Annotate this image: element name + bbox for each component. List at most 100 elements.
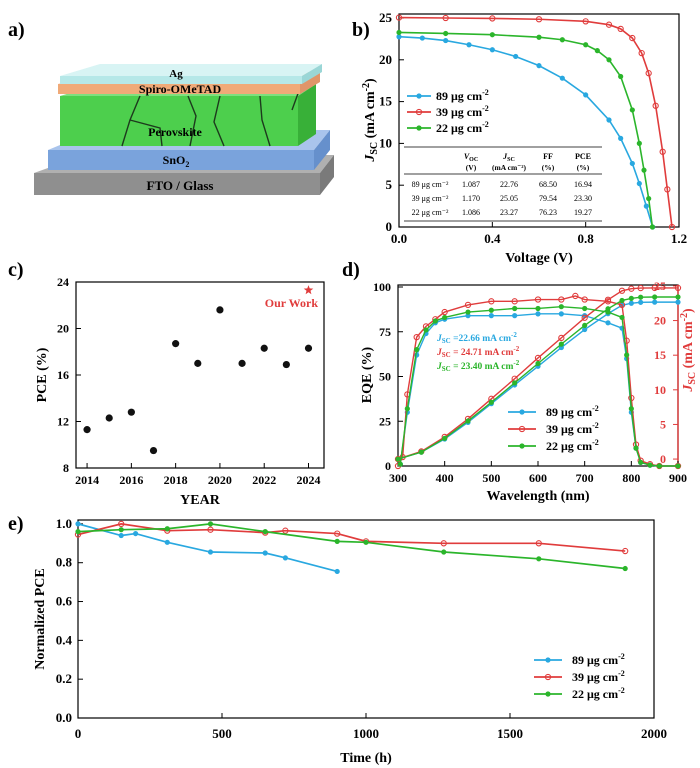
jv-point-green [443, 30, 449, 37]
stability-point-blue [164, 539, 170, 545]
jv-point-blue [636, 180, 642, 187]
fto-layer-side [320, 155, 334, 195]
jv-table-cell: 1.087 [462, 180, 480, 189]
stability-line-red [77, 523, 626, 552]
jv-point-red [489, 15, 496, 22]
jsc-point-blue [652, 299, 658, 305]
fto-layer-front [34, 173, 320, 195]
jv-x-axis-label: Voltage (V) [505, 251, 573, 266]
jsc-point-red [558, 334, 565, 342]
eqe-legend: 89 μg cm-2 39 μg cm-2 22 μg cm-2 [508, 404, 599, 453]
eqe-x-tick-label: 600 [529, 471, 547, 485]
jv-point-green [618, 73, 624, 80]
jv-point-red [652, 102, 659, 109]
jv-point-green [646, 195, 652, 202]
ag-layer-side [302, 64, 322, 84]
eqe-right-tick-label: 5 [660, 417, 666, 431]
stability-legend-marker-red [544, 673, 552, 681]
jv-line-green [398, 31, 654, 228]
jsc-point-green [512, 380, 518, 386]
jv-y-tick-label: 10 [379, 135, 392, 150]
eqe-point-green [656, 463, 662, 469]
stability-point-green [334, 538, 340, 544]
eqe-point-red [628, 394, 635, 402]
jv-point-blue [536, 63, 542, 69]
jsc-point-red [651, 284, 658, 292]
jv-y-tick-label: 20 [379, 52, 392, 67]
stability-legend-marker-green [545, 691, 551, 697]
pce-x-ticks: 2014 2016 2018 2020 2022 2024 [75, 463, 321, 487]
jv-table-cell: 89 μg cm⁻² [412, 180, 449, 189]
stability-x-tick-label: 1000 [353, 726, 379, 741]
pce-data-point [105, 414, 113, 422]
jv-y-tick-label: 15 [379, 94, 393, 109]
eqe-point-red [488, 298, 495, 305]
jsc-point-red [637, 284, 644, 292]
jv-table-cell: 25.05 [500, 194, 518, 203]
jv-table-cell: 23.27 [500, 208, 518, 217]
pce-x-tick-label: 2022 [252, 473, 276, 487]
device-stack-illustration: FTO / Glass SnO2 Perovskite Spiro-OMeTAD… [34, 64, 334, 195]
eqe-point-green [488, 307, 494, 313]
jv-legend-label-blue: 89 μg cm-2 [436, 88, 489, 103]
stability-legend-label-blue: 89 μg cm-2 [572, 652, 625, 667]
jv-table-cell: 1.170 [462, 194, 480, 203]
eqe-right-tick-label: 0 [660, 452, 666, 466]
stability-point-blue [334, 568, 340, 575]
jsc-point-green [395, 456, 401, 462]
jv-table-header-unit: (V) [466, 163, 477, 172]
eqe-point-red [623, 337, 630, 344]
eqe-point-red [441, 308, 448, 316]
jsc-annotation-red: JSC = 24.71 mA cm-2 [436, 345, 520, 359]
pce-x-axis-label: YEAR [180, 493, 221, 508]
jv-point-green [396, 29, 402, 36]
jv-legend-marker-green [416, 125, 422, 131]
jv-table-header-unit: (%) [542, 163, 555, 172]
stability-x-ticks: 0 500 1000 1500 2000 [75, 713, 667, 741]
eqe-point-green [638, 459, 644, 466]
stability-point-blue [262, 550, 268, 556]
eqe-point-blue [535, 311, 541, 317]
pce-y-ticks: 8 12 16 20 24 [57, 275, 81, 475]
ag-layer-top [60, 64, 322, 76]
jsc-point-green [619, 297, 625, 304]
jsc-point-blue [628, 300, 634, 306]
jv-point-green [583, 42, 589, 48]
perovskite-label: Perovskite [148, 125, 202, 139]
stability-point-blue [118, 532, 124, 539]
jv-x-tick-label: 0.0 [391, 231, 407, 246]
fto-label: FTO / Glass [147, 178, 214, 193]
eqe-point-green [432, 318, 438, 324]
eqe-left-tick-label: 75 [379, 325, 391, 339]
eqe-point-red [581, 296, 588, 303]
jv-plot-frame [398, 13, 680, 228]
stability-y-tick-label: 1.0 [56, 516, 72, 531]
eqe-point-blue [488, 313, 494, 319]
stability-point-red [118, 520, 125, 528]
jv-table-cell: 22 μg cm⁻² [412, 208, 449, 217]
pce-data-point [127, 408, 135, 416]
sno2-layer-front [48, 150, 314, 170]
eqe-point-green [397, 461, 403, 467]
jv-point-green [629, 107, 635, 113]
eqe-point-blue [558, 311, 564, 317]
jv-legend: 89 μg cm-239 μg cm-222 μg cm-2 [407, 88, 489, 135]
pce-y-tick-label: 24 [57, 275, 69, 289]
eqe-point-green [619, 314, 625, 321]
jv-table-header: FF [543, 152, 553, 161]
pce-data-point [216, 306, 224, 314]
stability-point-red [207, 526, 214, 533]
stability-point-green [118, 527, 124, 533]
jv-point-red [664, 186, 671, 193]
stability-point-green [75, 529, 81, 535]
stability-point-green [164, 526, 170, 532]
pce-y-axis-label: PCE (%) [35, 347, 50, 402]
stability-x-axis-label: Time (h) [340, 751, 392, 766]
stability-point-blue [133, 530, 139, 537]
jv-legend-label-green: 22 μg cm-2 [436, 120, 489, 135]
jsc-point-green [465, 418, 471, 424]
eqe-left-tick-label: 100 [373, 280, 391, 294]
our-work-star [303, 285, 314, 295]
jsc-point-green [638, 294, 644, 300]
